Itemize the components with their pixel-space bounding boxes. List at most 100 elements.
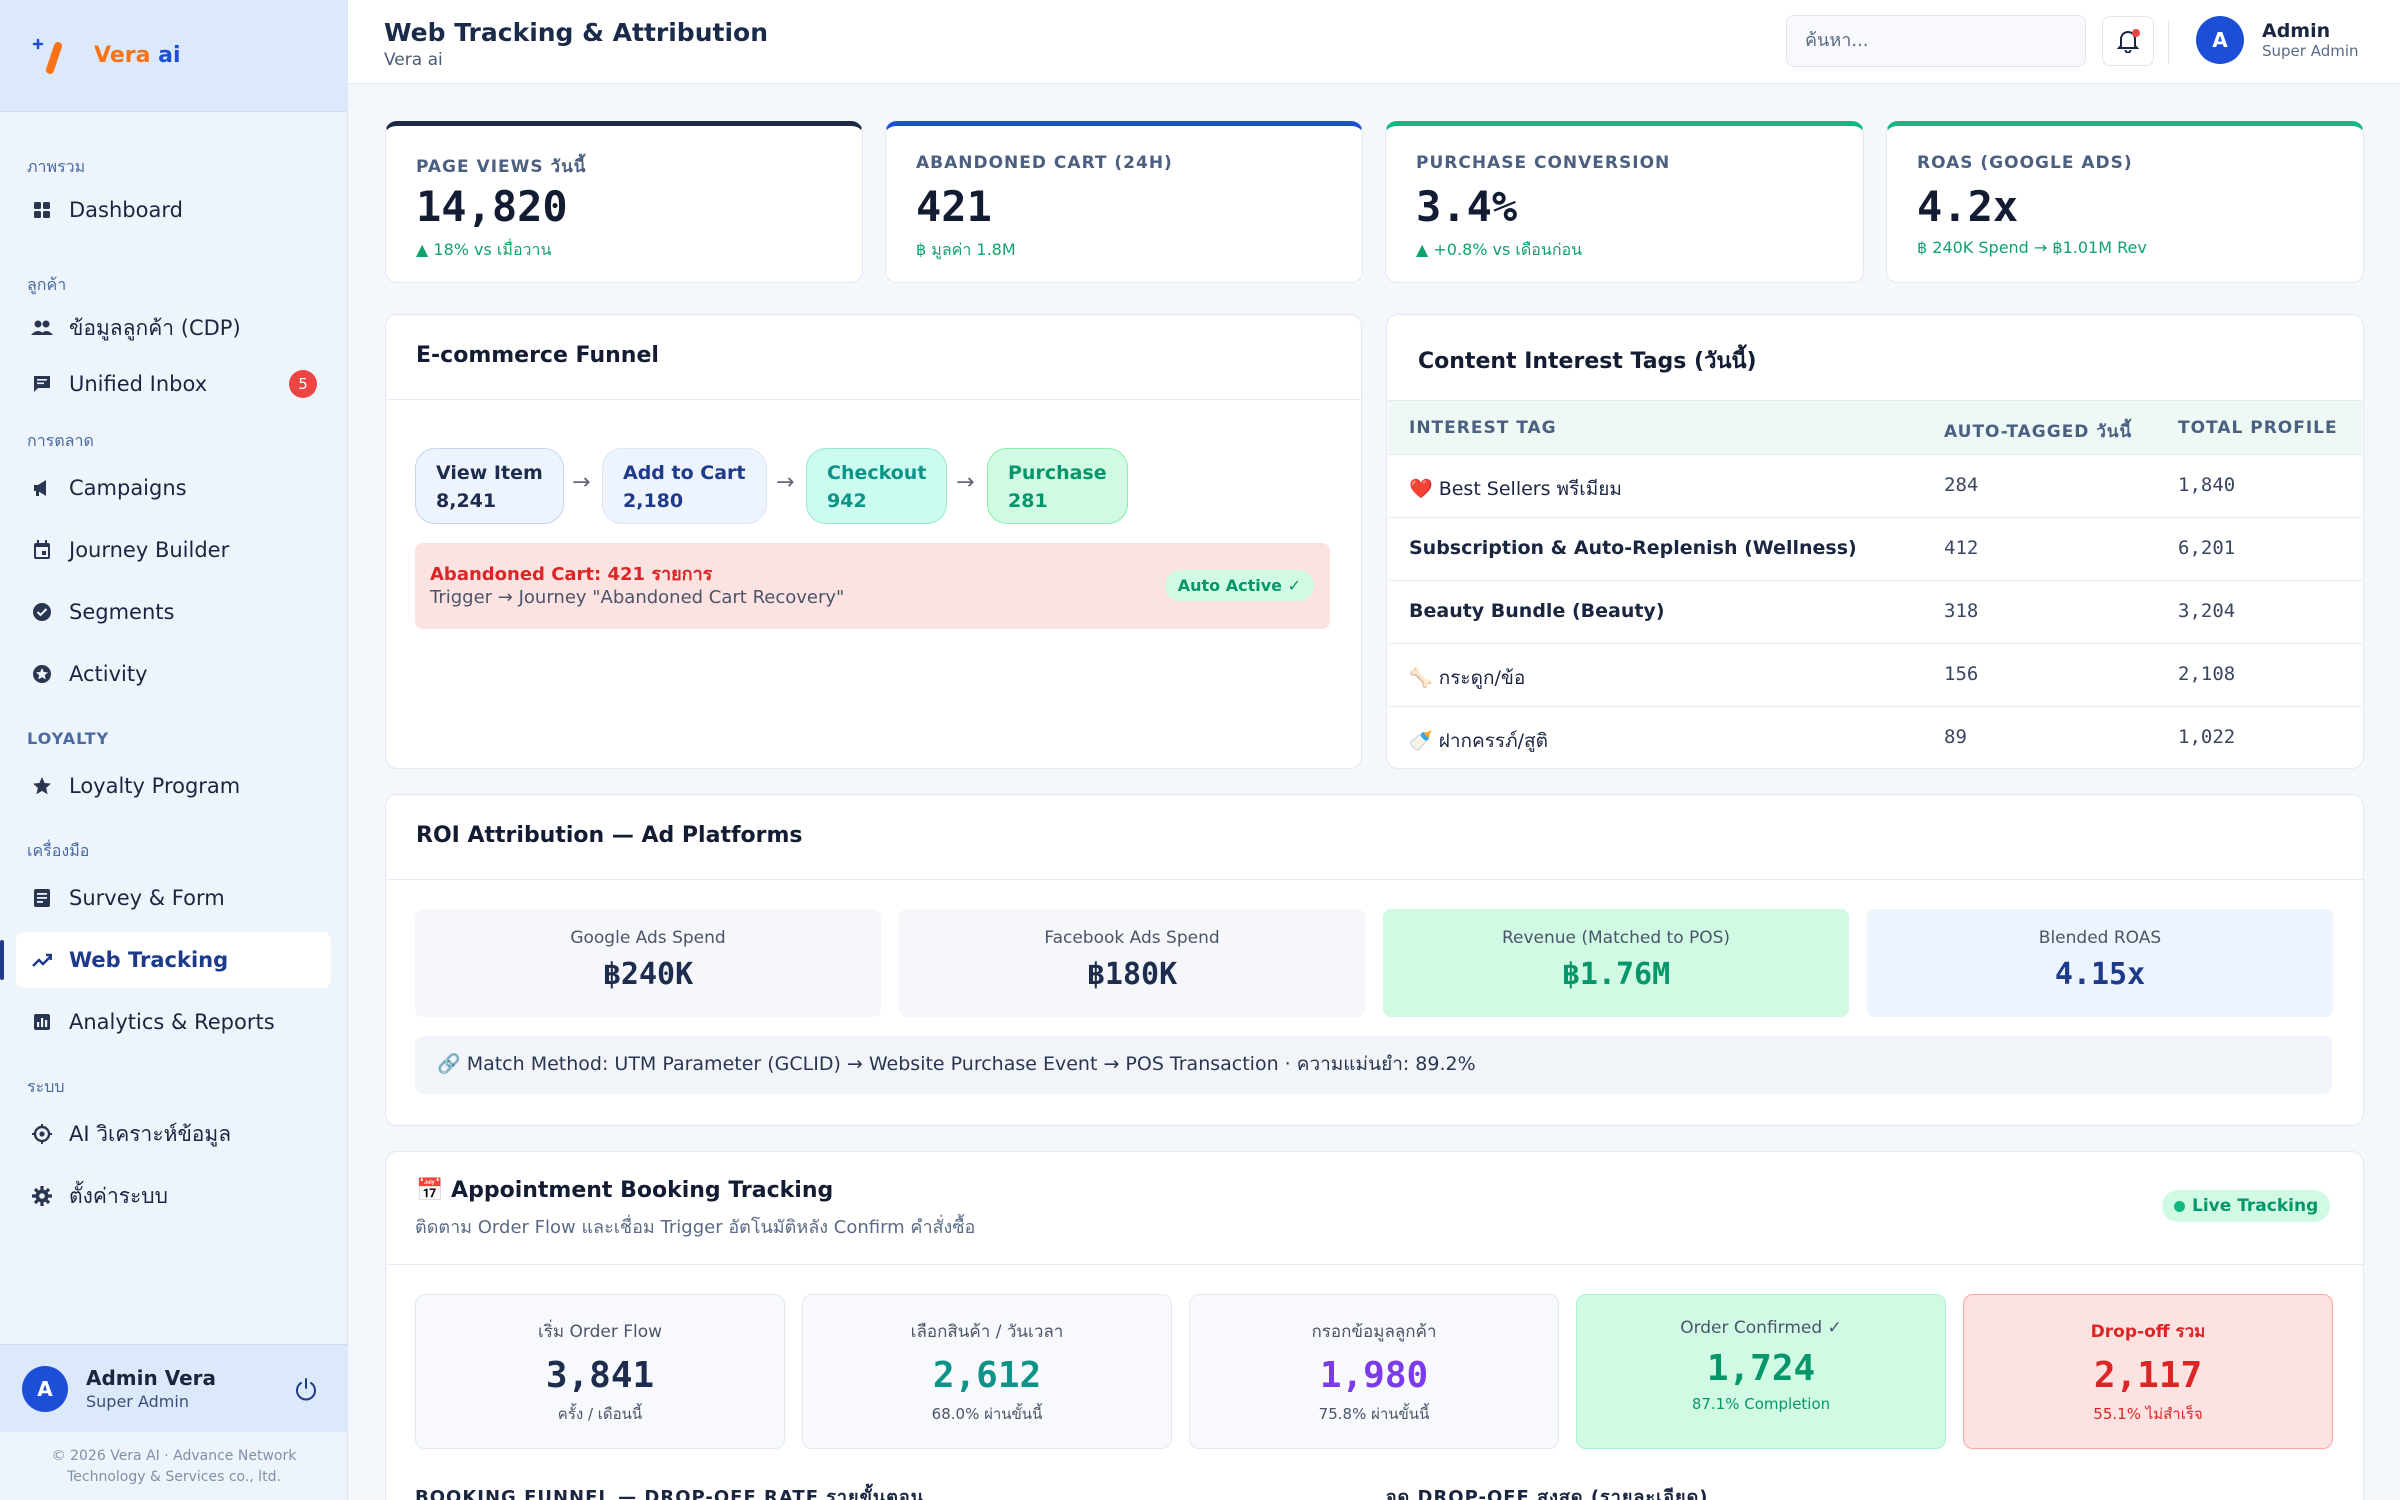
funnel-step-checkout[interactable]: Checkout 942 <box>806 448 948 524</box>
inbox-count-badge: 5 <box>289 370 317 398</box>
appt-label: Order Confirmed ✓ <box>1680 1318 1842 1338</box>
appt-value: 1,724 <box>1706 1348 1816 1389</box>
kpi-sub: ฿ มูลค่า 1.8M <box>916 240 1016 259</box>
funnel-step-purchase[interactable]: Purchase 281 <box>987 448 1128 524</box>
roi-revenue-matched: Revenue (Matched to POS) ฿1.76M <box>1383 909 1849 1017</box>
match-method-note: 🔗 Match Method: UTM Parameter (GCLID) → … <box>415 1036 2332 1094</box>
sidebar-nav: ภาพรวม Dashboard ลูกค้า ข้อมูลลูกค้า (CD… <box>0 112 347 1224</box>
sidebar-item-label: Survey & Form <box>69 886 225 910</box>
nav-section-tools: เครื่องมือ <box>27 841 90 860</box>
card-title: ROI Attribution — Ad Platforms <box>416 823 803 848</box>
appt-sub: 75.8% ผ่านขั้นนี้ <box>1318 1405 1430 1423</box>
table-row[interactable]: Subscription & Auto-Replenish (Wellness)… <box>1388 518 2362 581</box>
sidebar-item-analytics-reports[interactable]: Analytics & Reports <box>16 994 331 1050</box>
table-row[interactable]: 🍼 ฝากครรภ์/สูติ 89 1,022 <box>1388 707 2362 770</box>
appointment-stat-select: เลือกสินค้า / วันเวลา 2,612 68.0% ผ่านขั… <box>802 1294 1172 1449</box>
roi-label: Blended ROAS <box>2038 928 2162 948</box>
appt-label: เริ่ม Order Flow <box>537 1322 663 1342</box>
header-divider <box>2168 20 2169 64</box>
brand[interactable]: Vera ai <box>0 0 347 112</box>
funnel-step-value: 942 <box>827 490 867 512</box>
search-input[interactable]: ค้นหา... <box>1786 15 2086 67</box>
nav-section-loyalty: LOYALTY <box>27 729 110 748</box>
sidebar-user[interactable]: A Admin Vera Super Admin <box>0 1344 348 1432</box>
sidebar-item-journey-builder[interactable]: Journey Builder <box>16 522 331 578</box>
interest-tag-cell: 🦴 กระดูก/ข้อ <box>1409 667 1526 689</box>
kpi-sub: ▲ +0.8% vs เดือนก่อน <box>1416 240 1583 259</box>
funnel-step-label: Purchase <box>1008 462 1107 484</box>
sidebar-item-survey-form[interactable]: Survey & Form <box>16 870 331 926</box>
appt-value: 2,612 <box>932 1355 1042 1396</box>
table-row[interactable]: 🦴 กระดูก/ข้อ 156 2,108 <box>1388 644 2362 707</box>
kpi-label: PURCHASE CONVERSION <box>1416 153 1671 173</box>
sidebar-item-settings[interactable]: ตั้งค่าระบบ <box>16 1168 331 1224</box>
booking-funnel-label: BOOKING FUNNEL — DROP-OFF RATE รายขั้นตอ… <box>415 1487 924 1500</box>
brand-name-b: ai <box>158 43 181 68</box>
check-circle-icon <box>31 601 53 623</box>
sidebar-item-loyalty-program[interactable]: Loyalty Program <box>16 758 331 814</box>
nav-section-customers: ลูกค้า <box>27 275 67 294</box>
page-title: Web Tracking & Attribution <box>384 18 768 47</box>
sidebar-item-web-tracking[interactable]: Web Tracking <box>0 932 331 988</box>
kpi-sub: ฿ 240K Spend → ฿1.01M Rev <box>1917 238 2147 257</box>
funnel-step-value: 281 <box>1008 490 1048 512</box>
star-icon <box>31 775 53 797</box>
roi-value: 4.15x <box>2054 957 2146 992</box>
sidebar-item-label: Loyalty Program <box>69 774 241 798</box>
sidebar-item-label: Journey Builder <box>69 538 230 562</box>
card-title: Content Interest Tags (วันนี้) <box>1418 349 1757 374</box>
gear-icon <box>31 1185 53 1207</box>
kpi-label: PAGE VIEWS วันนี้ <box>416 157 587 177</box>
grid-icon <box>31 199 53 221</box>
sidebar-item-label: Activity <box>69 662 148 686</box>
appointment-stat-confirmed: Order Confirmed ✓ 1,724 87.1% Completion <box>1576 1294 1946 1449</box>
sidebar-item-dashboard[interactable]: Dashboard <box>16 182 331 238</box>
sidebar-item-label: Web Tracking <box>69 948 229 972</box>
sidebar-item-label: AI วิเคราะห์ข้อมูล <box>69 1121 232 1146</box>
page-subtitle: Vera ai <box>384 50 443 70</box>
sidebar-item-activity[interactable]: Activity <box>16 646 331 702</box>
content-interest-card: Content Interest Tags (วันนี้) <box>1386 314 2364 769</box>
funnel-step-label: Add to Cart <box>623 462 746 484</box>
sidebar: Vera ai ภาพรวม Dashboard ลูกค้า ข้อมูลลู… <box>0 0 348 1500</box>
sidebar-item-label: ข้อมูลลูกค้า (CDP) <box>69 315 241 340</box>
interest-tag-cell: ❤️ Best Sellers พรีเมียม <box>1409 478 1622 500</box>
sidebar-item-label: Segments <box>69 600 175 624</box>
funnel-arrow: → <box>776 470 795 495</box>
interest-tag-cell: 🍼 ฝากครรภ์/สูติ <box>1409 730 1548 752</box>
funnel-step-add-to-cart[interactable]: Add to Cart 2,180 <box>602 448 767 524</box>
appt-sub: 87.1% Completion <box>1691 1395 1831 1413</box>
header-user[interactable]: A Admin Super Admin <box>2196 16 2359 64</box>
chat-icon <box>31 373 53 395</box>
appointment-subtitle: ติดตาม Order Flow และเชื่อม Trigger อัตโ… <box>415 1217 976 1238</box>
top-header: Web Tracking & Attribution Vera ai ค้นหา… <box>348 0 2400 84</box>
logout-power-icon[interactable] <box>292 1375 320 1403</box>
nav-section-marketing: การตลาด <box>27 431 94 450</box>
funnel-step-view-item[interactable]: View Item 8,241 <box>415 448 564 524</box>
appt-value: 1,980 <box>1319 1355 1429 1396</box>
card-title: E-commerce Funnel <box>416 343 659 368</box>
calendar-icon <box>31 539 53 561</box>
roi-label: Facebook Ads Spend <box>1044 928 1220 948</box>
header-user-name: Admin <box>2262 20 2331 42</box>
abandoned-cart-desc: Trigger → Journey "Abandoned Cart Recove… <box>430 587 845 608</box>
roi-label: Revenue (Matched to POS) <box>1501 928 1731 948</box>
top-dropoff-label: จุด DROP-OFF สูงสุด (รายละเอียด) <box>1386 1487 1709 1500</box>
appt-label: Drop-off รวม <box>2090 1322 2206 1342</box>
sidebar-item-cdp[interactable]: ข้อมูลลูกค้า (CDP) <box>16 300 331 356</box>
card-divider <box>386 1264 2363 1265</box>
table-row[interactable]: Beauty Bundle (Beauty) 318 3,204 <box>1388 581 2362 644</box>
table-row[interactable]: ❤️ Best Sellers พรีเมียม 284 1,840 <box>1388 455 2362 518</box>
sidebar-item-campaigns[interactable]: Campaigns <box>16 460 331 516</box>
appointment-stat-start: เริ่ม Order Flow 3,841 ครั้ง / เดือนนี้ <box>415 1294 785 1449</box>
sidebar-item-segments[interactable]: Segments <box>16 584 331 640</box>
card-divider <box>386 399 1361 400</box>
column-header: INTEREST TAG <box>1409 418 1557 438</box>
sidebar-item-ai-analysis[interactable]: AI วิเคราะห์ข้อมูล <box>16 1106 331 1162</box>
appt-sub: 55.1% ไม่สำเร็จ <box>2093 1405 2203 1423</box>
sidebar-item-unified-inbox[interactable]: Unified Inbox 5 <box>16 356 331 412</box>
notification-dot <box>2132 29 2140 37</box>
notification-bell-icon[interactable] <box>2102 16 2154 66</box>
auto-tagged-cell: 318 <box>1944 600 1979 622</box>
brand-name: Vera ai <box>94 43 181 68</box>
